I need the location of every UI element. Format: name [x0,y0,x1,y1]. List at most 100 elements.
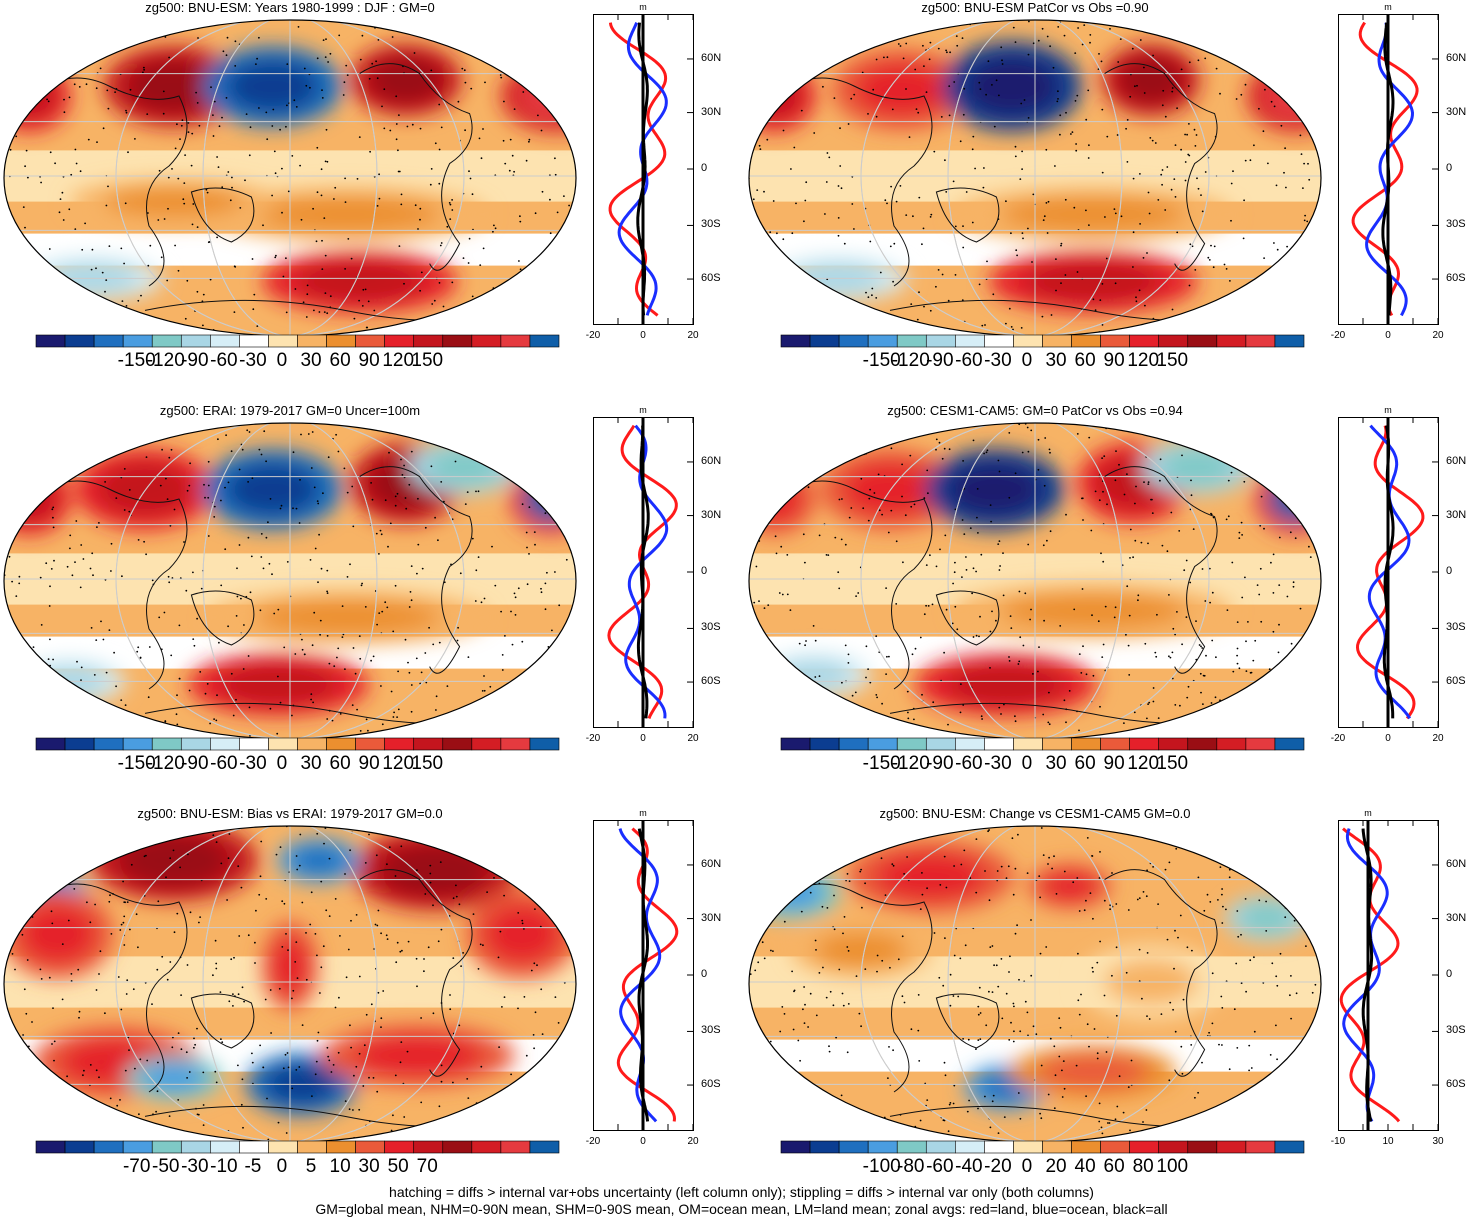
anomaly-core [749,72,802,120]
colorbar-label: 30 [300,753,322,774]
colorbar-swatch [122,334,153,348]
colorbar-label: 60 [329,753,351,774]
colorbar-swatch [1100,737,1130,751]
panel-p6: zg500: BNU-ESM: Change vs CESM1-CAM5 GM=… [745,806,1483,1206]
colorbar-label: 40 [1074,1156,1096,1177]
graticule [749,826,1321,1142]
colorbar-label: 80 [1132,1156,1154,1177]
zonal-lat-label: 60N [701,454,722,467]
anomaly-core [226,463,319,516]
zonal-lat-label: 30S [1446,621,1466,634]
zonal-x-tick: 20 [687,733,699,744]
colorbar-swatch [268,737,298,751]
zonal-lat-label: 30S [701,1024,721,1037]
zonal-lat-label: 0 [1446,968,1453,980]
zonal-x-tick: 0 [640,1136,646,1147]
colorbar-swatch [529,737,560,751]
anomaly-core [874,853,987,900]
colorbar-swatch [326,1140,356,1154]
colorbar-label: -60 [210,753,238,774]
colorbar-swatch [297,1140,327,1154]
caption-line-1: hatching = diffs > internal var+obs unce… [389,1184,1094,1200]
colorbar-swatch [355,1140,385,1154]
zonal-average-plot [1338,14,1439,325]
colorbar-swatch [896,334,927,348]
zonal-average-plot [593,417,694,728]
zonal-average-plot [1338,820,1439,1131]
zonal-x-tick: 0 [640,733,646,744]
colorbar-swatch [151,1140,182,1154]
panel-p5: zg500: BNU-ESM: Bias vs ERAI: 1979-2017 … [0,806,740,1206]
zonal-lat-label: 30N [701,911,722,924]
colorbar-swatch [122,1140,153,1154]
zonal-x-tick: 0 [1385,330,1391,341]
colorbar-label: 5 [305,1156,317,1177]
colorbar-label: 30 [1045,753,1067,774]
colorbar-label: -150 [862,350,901,371]
colorbar-swatch [384,737,415,751]
anomaly-core [814,932,908,968]
zonal-unit: m [639,808,647,818]
colorbar-swatch [384,334,415,348]
anomaly-core [368,56,444,104]
anomaly-core [758,875,824,910]
colorbar-swatch [413,1140,444,1154]
zonal-average-plot [593,14,694,325]
colorbar-label: 50 [387,1156,409,1177]
colorbar-label: -150 [862,753,901,774]
colorbar-swatch [93,737,124,751]
colorbar-label: 120 [382,753,415,774]
anomaly-core [352,1035,483,1076]
colorbar-swatch [1274,1140,1305,1154]
colorbar-swatch [210,737,240,751]
colorbar-swatch [809,737,840,751]
zonal-x-tick: 20 [687,330,699,341]
anomaly-core [1037,1054,1149,1089]
zonal-average-plot [1338,417,1439,728]
zonal-lat-label: 0 [1446,565,1453,577]
colorbar-swatch [896,1140,927,1154]
colorbar-swatch [1100,334,1130,348]
colorbar-swatch [925,334,956,348]
colorbar-label: 150 [1156,350,1189,371]
colorbar-swatch [1187,737,1218,751]
colorbar-swatch [1158,737,1189,751]
colorbar-swatch [1158,334,1189,348]
colorbar-swatch [384,1140,415,1154]
colorbar-swatch [500,334,531,348]
graticule [749,423,1321,739]
stippling [749,20,1321,336]
colorbar-swatch [35,737,66,751]
colorbar-swatch [1129,737,1160,751]
colorbar-swatch [1071,737,1101,751]
colorbar-swatch [1158,1140,1189,1154]
colorbar-swatch [529,334,560,348]
zonal-x-tick: -20 [1330,330,1346,341]
colorbar-label: 60 [1103,1156,1125,1177]
zonal-line-blue [1342,828,1389,1123]
zonal-lat-label: 0 [701,968,708,980]
colorbar-label: 150 [411,753,444,774]
colorbar-swatch [413,334,444,348]
anomaly-halo [749,865,841,920]
zonal-lat-label: 60S [701,272,721,285]
zonal-unit: m [639,405,647,415]
colorbar-label: 100 [1156,1156,1189,1177]
colorbar-swatch [1216,737,1247,751]
panel-p2: zg500: BNU-ESM PatCor vs Obs =0.90 m 60N 3… [745,0,1483,400]
colorbar-swatch [64,737,95,751]
panel-title: zg500: CESM1-CAM5: GM=0 PatCor vs Obs =0… [887,403,1183,418]
zonal-x-tick: -20 [585,733,601,744]
colorbar-label: -70 [122,1156,151,1177]
colorbar-swatch [471,737,502,751]
colorbar-label: 90 [1103,753,1125,774]
colorbar-swatch [64,1140,95,1154]
zonal-lat-label: 0 [1446,162,1453,174]
colorbar-swatch [809,334,840,348]
colorbar-swatch [268,334,298,348]
colorbar-swatch [1245,1140,1276,1154]
zonal-lat-label: 30N [701,508,722,521]
panel-title: zg500: BNU-ESM PatCor vs Obs =0.90 [921,0,1149,15]
colorbar-swatch [780,1140,811,1154]
colorbar-swatch [122,737,153,751]
